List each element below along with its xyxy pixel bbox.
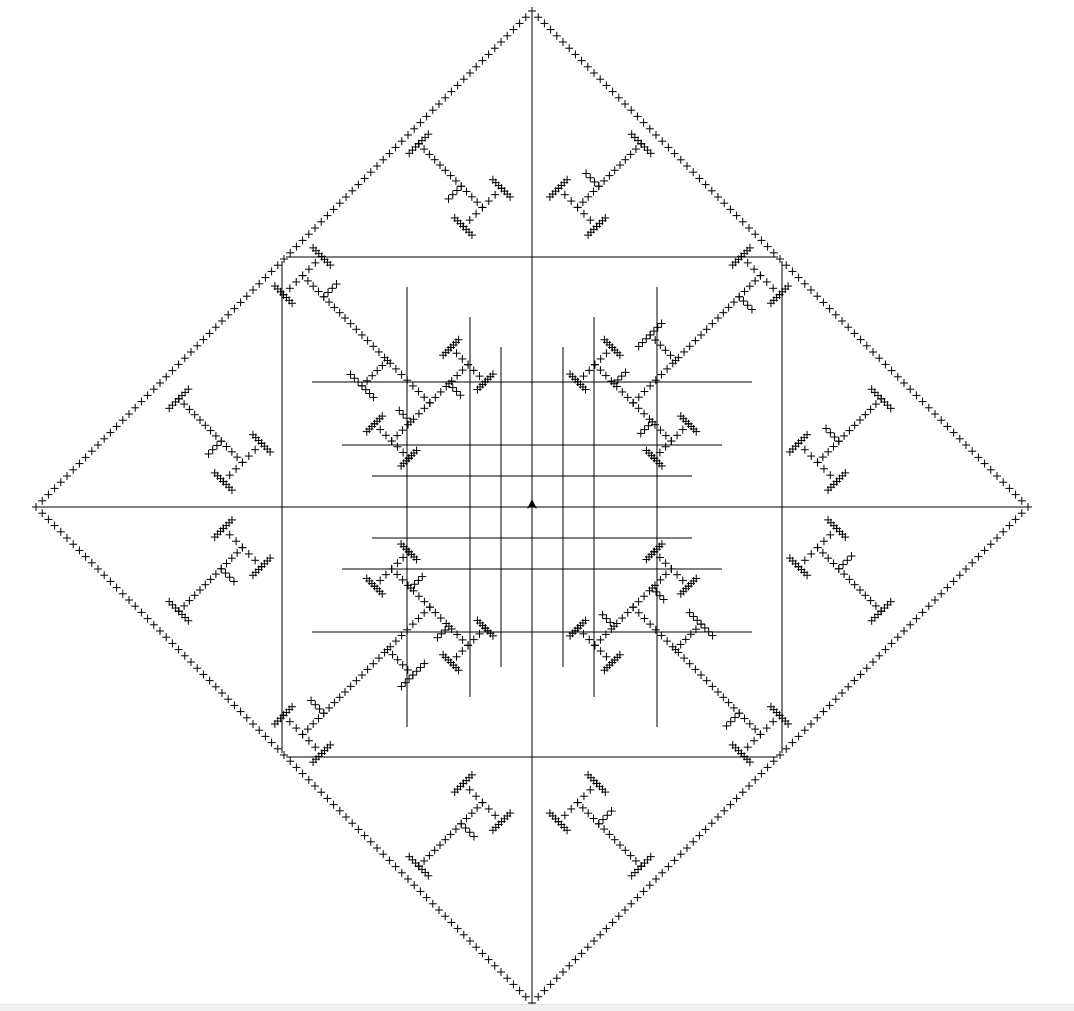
fractal-frame-lines xyxy=(40,15,1024,999)
turtle-arrow-icon xyxy=(527,499,537,509)
bottom-status-bar xyxy=(0,1004,1074,1011)
fractal-cross-marks xyxy=(32,7,1032,1004)
turtle-arrow-shape xyxy=(527,499,537,509)
